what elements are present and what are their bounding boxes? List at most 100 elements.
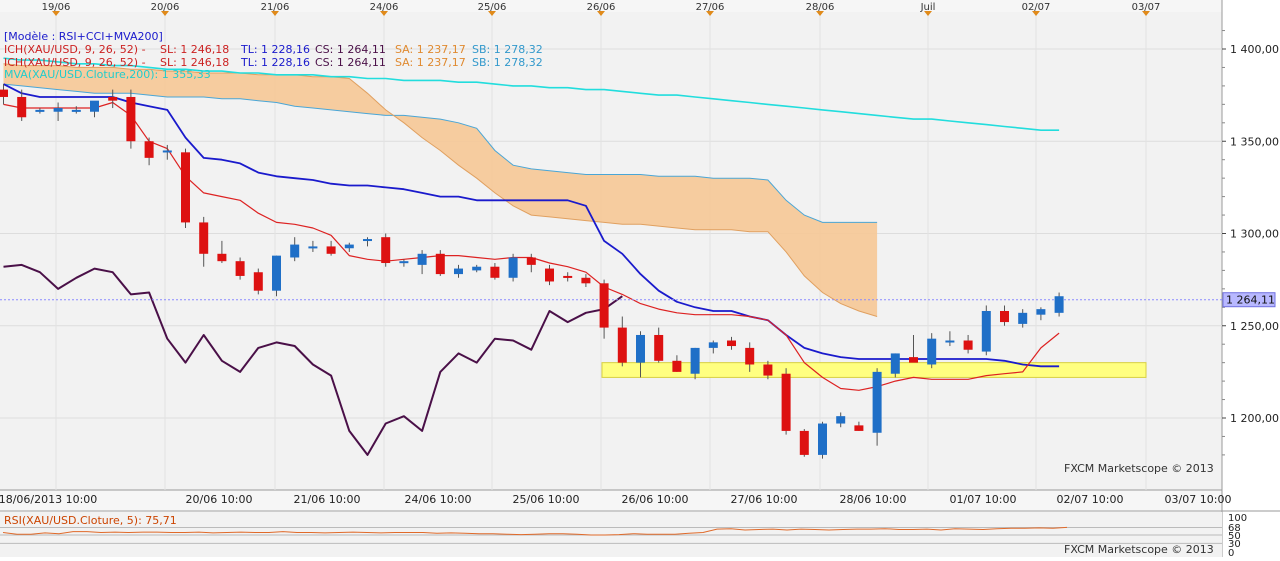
- date-marker-icon: [52, 11, 60, 16]
- bottom-date-label: 27/06 10:00: [731, 493, 798, 506]
- bull-candle: [272, 255, 281, 291]
- indicator-lines: [0, 57, 1222, 456]
- legend-sb: SB: 1 278,32: [472, 43, 543, 56]
- price-tick-label: 1 250,00: [1230, 320, 1279, 333]
- price-tick-label: 1 350,00: [1230, 135, 1279, 148]
- top-date-label: 19/06: [42, 2, 71, 13]
- bottom-date-label: 25/06 10:00: [513, 493, 580, 506]
- bear-candle: [0, 89, 8, 97]
- bull-candle: [363, 239, 372, 242]
- ichimoku-cloud: [3, 63, 878, 317]
- legend-tl: TL: 1 228,16: [240, 56, 310, 69]
- bull-candle: [981, 310, 991, 352]
- bull-candle: [472, 266, 482, 271]
- senkou-a-line: [3, 83, 878, 223]
- chikou-line: [3, 263, 623, 456]
- senkou-b-line: [3, 63, 878, 317]
- top-date-label: Juil: [920, 2, 936, 13]
- bottom-date-label: 24/06 10:00: [405, 493, 472, 506]
- main-watermark: FXCM Marketscope © 2013: [1064, 462, 1214, 475]
- top-date-label: 27/06: [696, 2, 725, 13]
- bear-candle: [545, 268, 554, 282]
- bottom-date-strip: [0, 490, 1222, 510]
- date-marker-icon: [271, 11, 279, 16]
- bear-candle: [799, 430, 809, 455]
- rsi-panel: RSI(XAU/USD.Cloture, 5): 75,71 FXCM Mark…: [0, 510, 1280, 559]
- bear-candle: [381, 237, 391, 264]
- bull-candle: [636, 334, 645, 363]
- top-date-label: 21/06: [261, 2, 290, 13]
- top-date-label: 24/06: [370, 2, 399, 13]
- top-date-label: 20/06: [151, 2, 180, 13]
- date-marker-icon: [1142, 11, 1150, 16]
- legend-cs: CS: 1 264,11: [315, 43, 386, 56]
- bull-candle: [290, 244, 300, 258]
- bull-candle: [1018, 312, 1028, 324]
- top-date-axis: 19/06 20/06 21/06 24/06 25/06 26/06 27/0…: [42, 2, 1161, 13]
- date-marker-icon: [488, 11, 496, 16]
- bear-candle: [199, 222, 209, 254]
- bull-candle: [690, 347, 700, 374]
- bottom-date-label: 01/07 10:00: [950, 493, 1017, 506]
- bear-candle: [581, 277, 591, 284]
- bear-candle: [126, 96, 136, 142]
- date-marker-icon: [924, 11, 932, 16]
- rsi-label[interactable]: RSI(XAU/USD.Cloture, 5): 75,71: [4, 514, 177, 527]
- bear-candle: [672, 360, 682, 372]
- rsi-watermark: FXCM Marketscope © 2013: [1064, 543, 1214, 556]
- bull-candle: [1036, 309, 1046, 315]
- date-marker-icon: [816, 11, 824, 16]
- top-date-label: 03/07: [1132, 2, 1161, 13]
- rsi-tick-label: 50: [1228, 531, 1241, 542]
- bottom-date-label: 02/07 10:00: [1057, 493, 1124, 506]
- bull-candle: [945, 340, 955, 343]
- bottom-date-label: 28/06 10:00: [840, 493, 907, 506]
- bear-candle: [17, 96, 27, 118]
- bull-candle: [454, 268, 463, 275]
- bear-candle: [909, 357, 918, 363]
- legend-prefix: ICH(XAU/USD, 9, 26, 52) -: [4, 56, 146, 69]
- bull-candle: [344, 244, 354, 249]
- bear-candle: [253, 272, 263, 291]
- legend-tl: TL: 1 228,16: [240, 43, 310, 56]
- bottom-date-label: 20/06 10:00: [186, 493, 253, 506]
- bull-candle: [818, 423, 827, 455]
- bull-candle: [417, 253, 427, 265]
- bear-candle: [144, 141, 154, 158]
- rsi-axis: 100 68 50 30 0: [1228, 513, 1247, 559]
- top-date-label: 02/07: [1022, 2, 1051, 13]
- legend-row[interactable]: ICH(XAU/USD, 9, 26, 52) - SL: 1 246,18 T…: [4, 56, 543, 69]
- model-label[interactable]: [Modèle : RSI+CCI+MVA200]: [4, 30, 163, 43]
- date-marker-icon: [380, 11, 388, 16]
- price-tick-label: 1 400,00: [1230, 43, 1279, 56]
- top-date-label: 26/06: [587, 2, 616, 13]
- bull-candle: [927, 338, 937, 365]
- legend-row[interactable]: ICH(XAU/USD, 9, 26, 52) - SL: 1 246,18 T…: [4, 43, 543, 56]
- bear-candle: [654, 334, 664, 361]
- rsi-tick-label: 0: [1228, 548, 1234, 557]
- legend-cs: CS: 1 264,11: [315, 56, 386, 69]
- bull-candle: [35, 109, 45, 112]
- date-marker-icon: [706, 11, 714, 16]
- bear-candle: [326, 246, 336, 254]
- mva-legend[interactable]: MVA(XAU/USD.Cloture,200): 1 355,33: [4, 68, 211, 81]
- bear-candle: [563, 275, 573, 278]
- bull-candle: [53, 108, 63, 112]
- bear-candle: [963, 340, 973, 350]
- rsi-tick-label: 100: [1228, 513, 1247, 524]
- bull-candle: [90, 100, 99, 112]
- bear-candle: [727, 340, 736, 347]
- top-date-label: 28/06: [806, 2, 835, 13]
- bull-candle: [308, 246, 318, 249]
- bottom-date-label: 21/06 10:00: [294, 493, 361, 506]
- bull-candle: [1054, 296, 1064, 313]
- bull-candle: [508, 257, 518, 278]
- bull-candle: [708, 342, 718, 348]
- bear-candle: [526, 257, 536, 265]
- bull-candle: [890, 353, 900, 374]
- bear-candle: [617, 327, 627, 363]
- legend-sa: SA: 1 237,17: [395, 43, 466, 56]
- date-marker-icon: [597, 11, 605, 16]
